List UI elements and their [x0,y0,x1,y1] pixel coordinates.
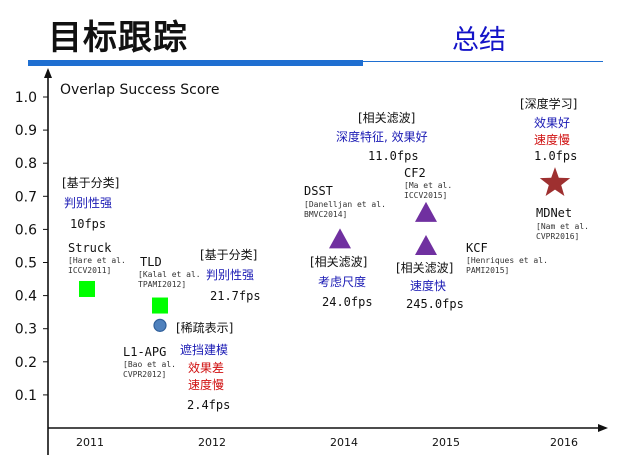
anno-cf-fast-category: [相关滤波] [396,261,453,275]
anno-cf-deep-trait: 深度特征, 效果好 [336,129,428,144]
anno-cf-scale-speed: 24.0fps [322,295,373,309]
anno-deep-trait-blue: 效果好 [534,115,570,130]
anno-sparse-trait-red2: 速度慢 [188,377,224,392]
point-l1-apg [153,318,167,332]
anno-cf-scale-trait: 考虑尺度 [318,274,366,289]
anno-cf-deep-category: [相关滤波] [358,111,415,125]
anno-classify-category: [基于分类] [62,176,119,190]
y-tick-label: 0.1 [15,388,37,404]
anno-cf-deep-speed: 11.0fps [368,149,419,163]
point-kcf [415,234,437,255]
point-cf2 [415,201,437,222]
label-mdnet: MDNet [536,206,572,220]
anno-classify-trait: 判别性强 [64,196,112,210]
label-cf2: CF2 [404,166,426,180]
y-tick-label: 0.7 [15,189,37,205]
data-points [79,167,571,332]
anno-sparse-trait-red1: 效果差 [188,360,224,375]
ref-l1apg: [Bao et al. CVPR2012] [123,360,176,379]
label-dsst: DSST [304,184,333,198]
method-labels: Struck TLD L1-APG DSST CF2 KCF MDNet [68,166,572,359]
label-tld: TLD [140,255,162,269]
point-tld [152,297,168,314]
ref-cf2: [Ma et al. ICCV2015] [404,181,453,200]
x-ticks: 2011 2012 2014 2015 2016 [76,436,578,449]
y-tick-label: 0.8 [15,156,37,172]
y-tick-label: 0.9 [15,123,37,139]
slide-subtitle: 总结 [452,25,506,56]
anno-deep-trait-red: 速度慢 [534,132,570,147]
x-tick-label: 2012 [198,436,226,449]
anno-classify2-speed: 21.7fps [210,289,261,303]
point-mdnet [539,167,571,196]
anno-sparse-category: [稀疏表示] [176,320,233,335]
label-struck: Struck [68,241,112,255]
y-tick-label: 1.0 [15,90,37,106]
title-underline-bar [28,60,363,66]
method-refs: [Hare et al. ICCV2011] [Kalal et al. TPA… [68,181,589,379]
ref-dsst: [Danelljan et al. BMVC2014] [304,200,386,219]
title-underline-line [363,61,603,62]
y-tick-label: 0.3 [15,322,37,338]
slide-title: 目标跟踪 [48,18,188,58]
anno-sparse-trait-blue: 遮挡建模 [180,342,228,357]
anno-classify-speed: 10fps [70,217,106,231]
label-kcf: KCF [466,241,488,255]
anno-classify2-trait: 判别性强 [206,268,254,282]
x-tick-label: 2014 [330,436,358,449]
anno-classify2-category: [基于分类] [200,248,257,262]
y-ticks: 1.0 0.9 0.8 0.7 0.6 0.5 0.4 0.3 0.2 0.1 [15,90,48,404]
anno-cf-fast-speed: 245.0fps [406,297,464,311]
ref-kcf: [Henriques et al. PAMI2015] [466,256,548,275]
x-tick-label: 2011 [76,436,104,449]
anno-deep-category: [深度学习] [520,96,577,111]
anno-deep-speed: 1.0fps [534,149,577,163]
ref-mdnet: [Nam et al. CVPR2016] [536,222,589,241]
x-tick-label: 2015 [432,436,460,449]
label-l1apg: L1-APG [123,345,166,359]
anno-cf-scale-category: [相关滤波] [310,255,367,269]
annotations: [基于分类] 判别性强 10fps [基于分类] 判别性强 21.7fps [稀… [62,96,577,412]
y-tick-label: 0.5 [15,256,37,272]
anno-sparse-speed: 2.4fps [187,398,230,412]
y-tick-label: 0.4 [15,289,37,305]
anno-cf-fast-trait: 速度快 [410,278,446,293]
point-struck [79,280,95,297]
ref-tld: [Kalal et al. TPAMI2012] [138,270,201,289]
point-dsst [329,228,351,249]
x-tick-label: 2016 [550,436,578,449]
ref-struck: [Hare et al. ICCV2011] [68,256,126,275]
y-tick-label: 0.6 [15,222,37,238]
y-tick-label: 0.2 [15,355,37,371]
chart-title: Overlap Success Score [60,82,220,98]
